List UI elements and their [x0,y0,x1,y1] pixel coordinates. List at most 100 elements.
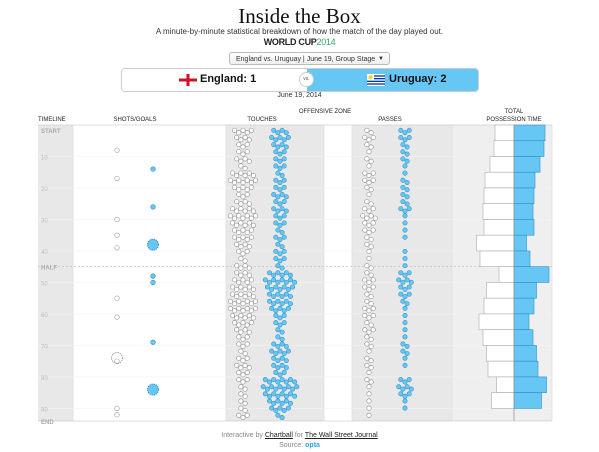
england-touch-dot [234,270,240,276]
england-pass-dot [368,294,374,300]
england-pass-dot [362,313,368,319]
uruguay-pass-dot [398,391,404,397]
england-touch-dot [238,170,244,176]
uruguay-pass-dot [406,135,412,140]
england-pass-dot [364,142,370,148]
england-pass-dot [364,156,370,162]
uruguay-shot-mark [150,279,156,286]
uruguay-score: Uruguay: 2 [389,73,447,85]
england-possession-bar [483,187,515,205]
england-possession-bar [494,124,515,142]
england-pass-dot [370,284,376,290]
england-touch-dot [248,127,254,133]
uruguay-touch-dot [275,263,281,269]
uruguay-touch-dot [273,386,279,392]
possession-header-2: POSSESSION TIME [486,117,542,123]
england-touch-dot [246,206,252,212]
england-touch-dot [232,320,238,326]
uruguay-touch-dot [267,393,272,399]
uruguay-pass-dot [402,379,408,385]
england-pass-dot [368,343,374,349]
uruguay-touch-dot [283,130,289,136]
england-touch-dot [240,320,246,326]
england-touch-dot [242,208,248,214]
uruguay-touch-dot [273,370,279,375]
england-touch-dot [244,279,250,285]
time-tick-label: 90 [41,407,48,413]
england-pass-dot [366,315,372,321]
uruguay-touch-dot [267,279,272,285]
uruguay-pass-dot [402,227,408,233]
time-tick-label: END [41,420,54,426]
england-touch-dot [244,142,250,148]
england-touch-dot [242,351,248,357]
england-touch-dot [244,248,250,254]
time-tick-label: 10 [41,155,48,161]
uruguay-pass-dot [402,220,408,226]
uruguay-pass-dot [400,386,406,392]
wsj-link[interactable]: The Wall Street Journal [304,432,378,439]
england-touch-dot [234,173,240,178]
england-touch-dot [248,320,254,326]
england-touch-dot [234,135,240,140]
uruguay-pass-dot [402,208,408,214]
uruguay-pass-dot [398,291,404,297]
england-shot-mark [114,412,120,418]
uruguay-touch-dot [275,194,281,200]
uruguay-touch-dot [262,391,268,397]
uruguay-touch-dot [281,163,287,169]
uruguay-touch-dot [275,365,281,371]
england-pass-dot [366,329,372,335]
england-touch-dot [251,173,256,178]
uruguay-touch-dot [281,199,287,205]
england-pass-dot [370,206,376,212]
england-touch-dot [236,191,242,197]
england-pass-dot [368,336,374,342]
uruguay-touch-dot [279,362,285,368]
uruguay-touch-dot [271,294,277,300]
england-touch-dot [236,412,242,418]
uruguay-touch-dot [275,170,281,176]
uruguay-touch-dot [279,277,285,283]
england-touch-dot [240,301,246,307]
uruguay-pass-dot [400,177,406,183]
england-touch-dot [236,130,242,136]
opta-logo: opta [305,442,320,449]
uruguay-pass-dot [400,184,406,190]
england-touch-dot [240,194,246,200]
uruguay-touch-dot [279,341,285,347]
england-touch-dot [246,284,252,290]
uruguay-touch-dot [271,127,277,133]
uruguay-possession-bar [513,313,530,330]
uruguay-touch-dot [275,227,281,233]
uruguay-pass-dot [402,272,408,278]
uruguay-touch-dot [281,284,287,290]
england-touch-dot [236,248,242,254]
uruguay-touch-dot [279,206,285,212]
chartball-link[interactable]: Chartball [264,432,293,439]
england-touch-dot [232,215,238,221]
england-touch-dot [251,294,256,300]
england-touch-dot [240,234,246,240]
england-touch-dot [242,393,248,399]
england-touch-dot [236,213,242,219]
uruguay-touch-dot [285,405,291,411]
uruguay-touch-dot [275,334,281,340]
uruguay-touch-dot [269,348,275,354]
england-pass-dot [366,191,372,197]
uruguay-touch-dot [277,135,283,140]
england-possession-bar [486,345,515,362]
uruguay-possession-bar [513,360,539,378]
england-touch-dot [236,237,242,243]
uruguay-touch-dot [275,279,281,285]
england-pass-dot [370,313,376,319]
england-touch-dot [242,135,248,140]
england-touch-dot [227,298,233,304]
uruguay-possession-bar [513,345,537,362]
uruguay-pass-dot [400,199,406,205]
england-possession-bar [489,156,515,173]
match-select[interactable]: England vs. Uruguay | June 19, Group Sta… [229,52,390,65]
uruguay-touch-dot [277,180,283,186]
uruguay-touch-dot [281,177,287,183]
